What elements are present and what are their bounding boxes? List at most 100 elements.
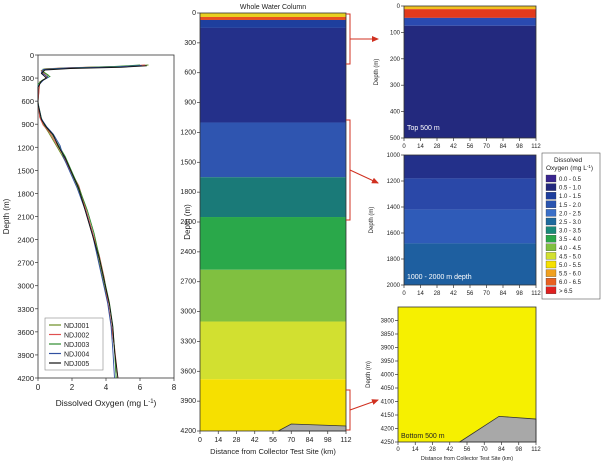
profile-xlabel: Dissolved Oxygen (mg L-1) [56, 398, 157, 408]
profile-xtick-label-3: 6 [138, 383, 143, 392]
mid-band-2 [404, 209, 536, 244]
bottom-xtick-label-5: 70 [481, 447, 488, 453]
top500-ytick-label-3: 300 [390, 83, 401, 89]
legend-label-4: 2.0 - 2.5 [559, 211, 582, 217]
profile-ylabel: Depth (m) [2, 198, 11, 234]
bottom-ytick-label-4: 4000 [381, 373, 395, 379]
whole-ytick-label-12: 3600 [180, 368, 196, 375]
legend-swatch-7 [545, 235, 557, 243]
profile-xtick-label-2: 4 [104, 383, 109, 392]
bracket-bottom [346, 389, 351, 431]
profile-ytick-label-12: 3600 [17, 328, 34, 337]
bottom-500-chart: 0 14 28 42 56 70 84 98 112 3800 3850 3900 3950 4000 40… [366, 306, 541, 462]
top500-xtick-label-2: 28 [434, 144, 441, 150]
whole-ytick-label-1: 300 [184, 40, 196, 47]
mid-ytick-label-2: 1400 [387, 205, 401, 211]
legend-title-close: ) [591, 165, 593, 172]
legend-label-11: 5.5 - 6.0 [559, 272, 582, 278]
whole-band-0 [200, 13, 346, 17]
legend-swatch-0 [545, 174, 557, 183]
bottom-xtick-label-2: 28 [429, 447, 436, 453]
mid-xtick-label-1: 14 [417, 291, 424, 297]
whole-ytick-label-4: 1200 [180, 129, 196, 136]
legend-label-12: 6.0 - 6.5 [559, 280, 582, 286]
whole-ytick-label-3: 900 [184, 100, 196, 107]
bottom-xtick-label-6: 84 [498, 447, 505, 453]
bottom-xtick-label-8: 112 [531, 447, 541, 453]
legend-swatch-4 [545, 209, 557, 217]
profile-xtick-label-1: 2 [70, 383, 75, 392]
mid-xtick-label-0: 0 [402, 291, 406, 297]
legend-label-8: 4.0 - 4.5 [559, 246, 582, 252]
whole-ytick-label-8: 2400 [180, 249, 196, 256]
mid-panel-label: 1000 - 2000 m depth [407, 274, 472, 281]
bottom-ytick-label-8: 4200 [381, 427, 395, 433]
mid-xtick-label-3: 42 [450, 291, 457, 297]
zoom-arrows [346, 13, 379, 431]
whole-xtick-label-6: 84 [306, 437, 314, 444]
whole-ytick-label-0: 0 [192, 10, 196, 17]
mid-depth-chart: 0 14 28 42 56 70 84 98 112 1000 1200 1400 1600 1800 20… [369, 153, 541, 297]
legend-label-5: 2.5 - 3.0 [559, 220, 582, 226]
profile-ytick-label-1: 300 [21, 74, 34, 83]
legend-swatch-12 [545, 278, 557, 286]
profile-series-NDJ004 [37, 64, 142, 379]
profile-ytick-label-4: 1200 [17, 143, 34, 152]
top500-xtick-label-4: 56 [467, 144, 474, 150]
mid-band-0 [404, 155, 536, 179]
legend-swatch-1 [545, 183, 557, 191]
top500-ytick-label-4: 400 [390, 110, 401, 116]
bottom-ytick-label-5: 4050 [381, 386, 395, 392]
bottom-xtick-label-4: 56 [464, 447, 471, 453]
profile-ytick-label-2: 600 [21, 97, 34, 106]
mid-ytick-label-0: 1000 [387, 153, 401, 159]
top-500-chart: 0 14 28 42 56 70 84 98 112 0 100 200 300 400 500 Depth … [374, 4, 541, 150]
whole-xtick-label-7: 98 [324, 437, 332, 444]
whole-xtick-label-5: 70 [287, 437, 295, 444]
legend-label-7: 3.5 - 4.0 [559, 237, 582, 243]
profile-ytick-label-14: 4200 [17, 374, 34, 383]
top500-band-2 [404, 17, 536, 26]
top500-band-3 [404, 25, 536, 138]
top500-xtick-label-3: 42 [450, 144, 457, 150]
top500-xtick-label-5: 70 [483, 144, 490, 150]
mid-band-3 [404, 243, 536, 285]
whole-xtick-label-2: 28 [233, 437, 241, 444]
legend-title-sup: -1 [587, 164, 591, 169]
legend-label-0: 0.0 - 0.5 [559, 177, 582, 183]
top500-xtick-label-7: 98 [516, 144, 523, 150]
mid-ytick-label-1: 1200 [387, 179, 401, 185]
legend-swatch-9 [545, 252, 557, 260]
legend-title-line1: Dissolved [554, 157, 583, 164]
top500-ytick-label-5: 500 [390, 136, 401, 142]
bottom-ylabel: Depth (m) [366, 361, 372, 388]
whole-title: Whole Water Column [240, 4, 306, 11]
bottom-ytick-label-6: 4100 [381, 400, 395, 406]
legend-title-main: Oxygen (mg L [546, 165, 587, 172]
mid-xtick-label-5: 70 [483, 291, 490, 297]
top500-xtick-label-1: 14 [417, 144, 424, 150]
legend-label-10: 5.0 - 5.5 [559, 263, 582, 269]
mid-ytick-label-5: 2000 [387, 283, 401, 289]
bottom-ytick-label-1: 3850 [381, 332, 395, 338]
profile-legend-label-1: NDJ002 [64, 333, 89, 340]
legend-label-9: 4.5 - 5.0 [559, 254, 582, 260]
whole-ytick-label-14: 4200 [180, 428, 196, 435]
profile-legend-label-4: NDJ005 [64, 361, 89, 368]
whole-xtick-label-0: 0 [198, 437, 202, 444]
mid-ylabel: Depth (m) [369, 207, 375, 234]
bottom-ytick-label-3: 3950 [381, 359, 395, 365]
bottom-xtick-label-3: 42 [446, 447, 453, 453]
arrow-bottom [349, 399, 379, 411]
top500-xtick-label-8: 112 [531, 144, 541, 150]
whole-ylabel: Depth (m) [183, 204, 192, 240]
profile-ytick-label-0: 0 [30, 51, 34, 60]
profile-ytick-label-6: 1800 [17, 189, 34, 198]
bracket-mid [346, 119, 351, 221]
profile-xlabel-sup: -1 [148, 399, 154, 405]
whole-band-4 [200, 122, 346, 178]
legend-swatch-5 [545, 217, 557, 226]
whole-band-8 [200, 321, 346, 380]
